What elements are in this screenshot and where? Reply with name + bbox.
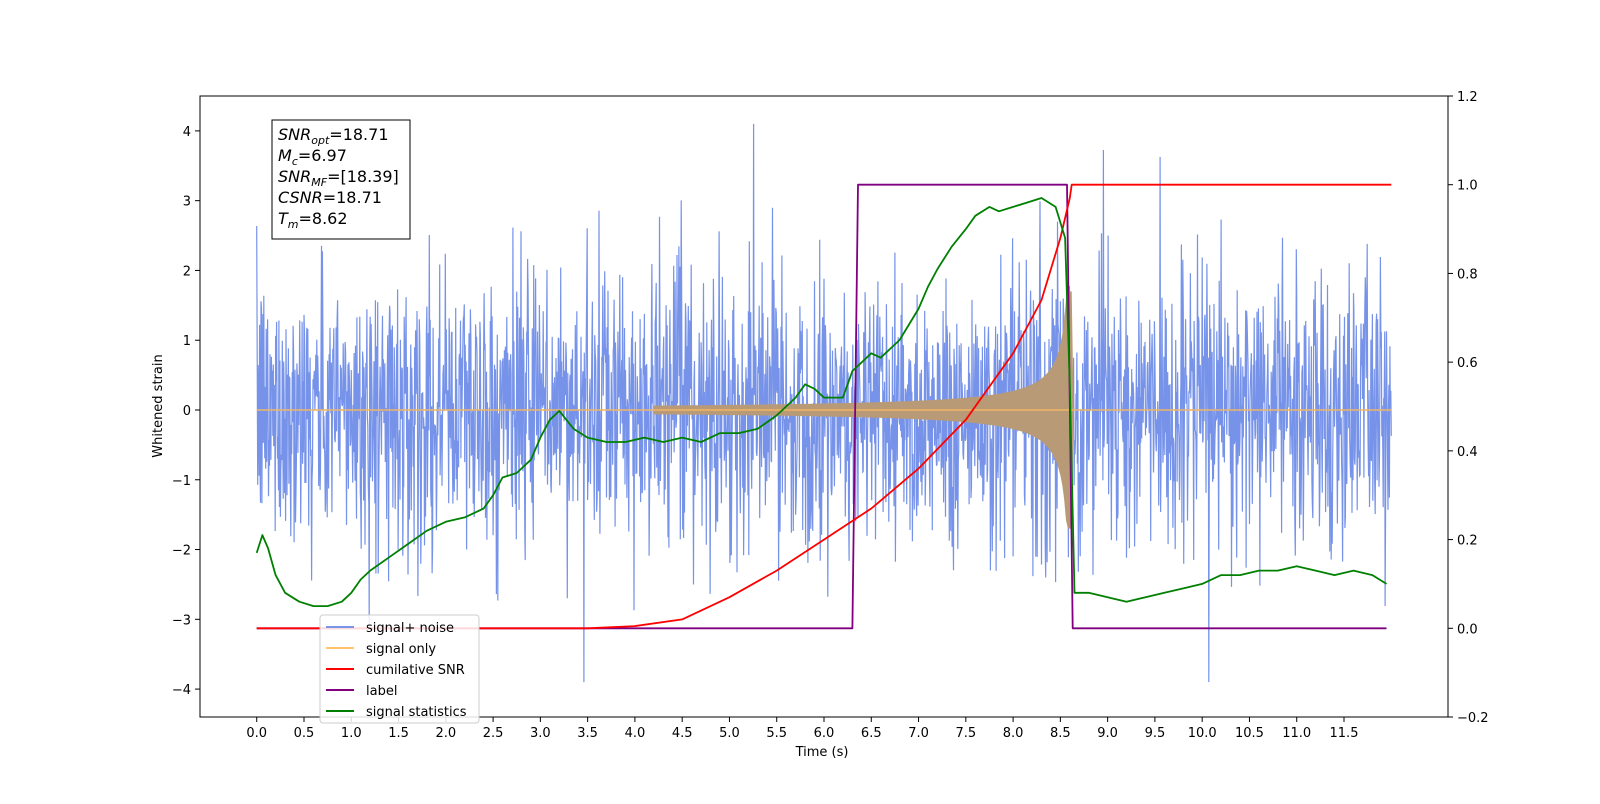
- x-axis: 0.0 0.5 1.0 1.5 2.0 2.5 3.0 3.5 4.0 4.5 5.0 5.5 6.0 6…: [246, 717, 1358, 741]
- x-tick-label: 3.0: [530, 726, 551, 741]
- info-box-line: Mc=6.97: [278, 146, 347, 168]
- x-tick-label: 5.0: [719, 726, 740, 741]
- legend-label: signal statistics: [366, 705, 467, 720]
- legend-label: label: [366, 684, 397, 699]
- y-tick-label: 3: [183, 195, 191, 210]
- x-tick-label: 6.0: [814, 726, 835, 741]
- x-tick-label: 7.0: [908, 726, 929, 741]
- x-tick-label: 10.0: [1188, 726, 1217, 741]
- x-tick-label: 1.5: [388, 726, 409, 741]
- y-tick-label: 0: [183, 404, 191, 419]
- y-tick-label: −4: [172, 683, 191, 698]
- y-tick-label: 2: [183, 264, 191, 279]
- info-box: SNRopt=18.71Mc=6.97SNRMF=[18.39]CSNR=18.…: [271, 119, 411, 240]
- x-tick-label: 2.5: [483, 726, 504, 741]
- x-tick-label: 3.5: [577, 726, 598, 741]
- y-tick-label: −3: [172, 613, 191, 628]
- y2-tick-label: 0.2: [1457, 534, 1478, 549]
- series-signal-statistics: [255, 197, 1387, 607]
- y-tick-label: 4: [183, 125, 191, 140]
- y-tick-label: −1: [172, 474, 191, 489]
- x-tick-label: 0.0: [246, 726, 267, 741]
- y2-tick-label: 0.8: [1457, 267, 1478, 282]
- series-label: [256, 183, 1387, 630]
- info-box-line: CSNR=18.71: [278, 188, 382, 207]
- legend-label: cumilative SNR: [366, 663, 465, 678]
- x-tick-label: 11.5: [1330, 726, 1359, 741]
- x-tick-label: 0.5: [294, 726, 315, 741]
- x-tick-label: 11.0: [1282, 726, 1311, 741]
- info-box-line: SNRopt=18.71: [278, 125, 389, 147]
- x-tick-label: 6.5: [861, 726, 882, 741]
- x-tick-label: 5.5: [766, 726, 787, 741]
- x-tick-label: 9.5: [1145, 726, 1166, 741]
- legend: signal+ noise signal only cumilative SNR la…: [319, 614, 480, 724]
- y2-tick-label: 1.2: [1457, 90, 1478, 105]
- x-tick-label: 8.5: [1050, 726, 1071, 741]
- y-tick-label: 1: [183, 334, 191, 349]
- x-tick-label: 2.0: [435, 726, 456, 741]
- series-cumulative-snr: [256, 183, 1392, 630]
- y2-tick-label: 1.0: [1457, 179, 1478, 194]
- x-axis-label: Time (s): [795, 745, 849, 760]
- x-tick-label: 10.5: [1235, 726, 1264, 741]
- y-axis-label: Whitened strain: [151, 354, 166, 457]
- x-tick-label: 7.5: [955, 726, 976, 741]
- info-box-line: Tm=8.62: [278, 209, 348, 231]
- info-box-line: SNRMF=[18.39]: [278, 167, 399, 189]
- y2-tick-label: 0.4: [1457, 445, 1478, 460]
- series-signal-noise: [256, 123, 1392, 683]
- x-tick-label: 4.5: [672, 726, 693, 741]
- plot-area: [255, 123, 1392, 683]
- y2-tick-label: 0.6: [1457, 356, 1478, 371]
- y-axis-right: 1.2 1.0 0.8 0.6 0.4 0.2 0.0 −0.2: [1448, 90, 1489, 726]
- y2-tick-label: −0.2: [1457, 711, 1489, 726]
- x-tick-label: 1.0: [341, 726, 362, 741]
- legend-label: signal only: [366, 642, 436, 657]
- x-tick-label: 8.0: [1003, 726, 1024, 741]
- info-box-frame: [271, 119, 411, 240]
- y-tick-label: −2: [172, 544, 191, 559]
- y2-tick-label: 0.0: [1457, 622, 1478, 637]
- legend-label: signal+ noise: [366, 621, 454, 636]
- y-axis-left: 4 3 2 1 0 −1 −2 −3 −4: [172, 125, 200, 698]
- x-tick-label: 4.0: [625, 726, 646, 741]
- legend-frame: [319, 614, 480, 724]
- x-tick-label: 9.0: [1097, 726, 1118, 741]
